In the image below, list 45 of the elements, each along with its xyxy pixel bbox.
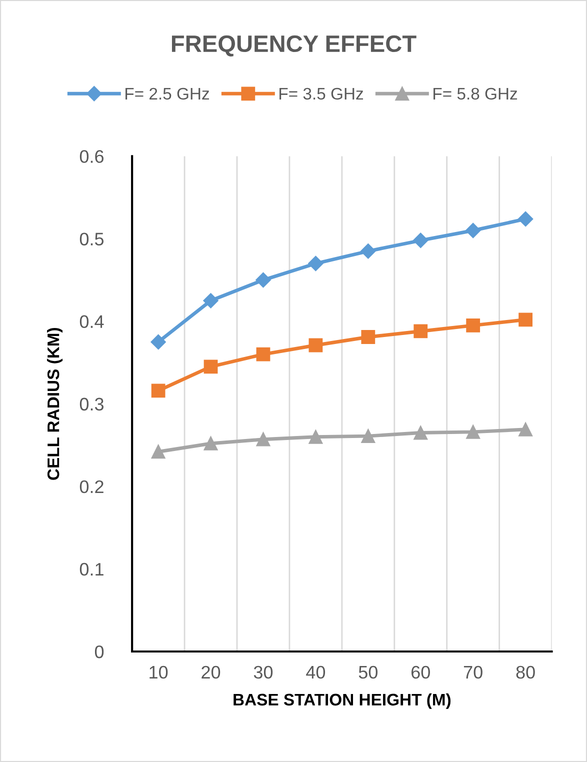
y-tick-label: 0.6	[80, 150, 104, 163]
point	[204, 436, 218, 450]
y-tick-label: 0.2	[80, 480, 104, 494]
y-tick-label: 0.5	[80, 232, 104, 246]
legend-label: F= 5.8 GHz	[434, 88, 518, 100]
point	[203, 293, 218, 308]
x-tick-label: 10	[150, 666, 168, 679]
y-tick-label: 0.1	[80, 562, 104, 576]
x-tick-label: 80	[516, 666, 535, 679]
y-tick-label: 0.4	[80, 315, 104, 328]
point	[518, 422, 532, 436]
point	[151, 384, 166, 398]
point	[256, 272, 271, 288]
x-tick-label: 40	[306, 666, 326, 679]
point	[308, 338, 323, 352]
point	[413, 232, 428, 248]
x-tick-label: 30	[254, 666, 273, 679]
chart-title: FREQUENCY EFFECT	[172, 35, 416, 56]
point	[518, 211, 534, 227]
point	[361, 330, 376, 344]
x-tick-label: 20	[202, 666, 220, 679]
legend-label: F= 2.5 GHz	[126, 88, 209, 100]
point	[466, 424, 480, 439]
x-tick-label: 70	[464, 666, 482, 679]
point	[151, 444, 166, 459]
x-tick-label: 60	[412, 666, 430, 679]
point	[518, 312, 532, 327]
legend-label: F= 3.5 GHz	[280, 88, 364, 100]
y-tick-label: 0	[94, 645, 104, 658]
point	[204, 360, 218, 374]
point	[466, 222, 481, 238]
point	[466, 318, 480, 332]
x-axis-title: BASE STATION HEIGHT (M)	[234, 693, 451, 709]
point	[256, 432, 270, 446]
point	[150, 334, 166, 350]
point	[414, 324, 428, 338]
point	[308, 256, 324, 272]
x-tick-label: 50	[358, 666, 378, 679]
point	[414, 426, 428, 440]
y-axis-title: CELL RADIUS (KM)	[46, 328, 63, 480]
point	[360, 244, 376, 259]
y-tick-label: 0.3	[80, 398, 104, 411]
point	[361, 429, 376, 443]
point	[308, 430, 323, 444]
point	[256, 347, 270, 362]
